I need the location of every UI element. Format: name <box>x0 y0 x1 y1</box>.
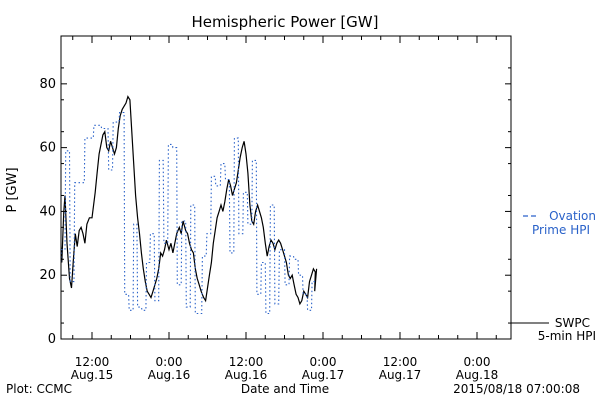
y-tick-label: 40 <box>39 204 56 219</box>
x-tick-date-label: Aug.16 <box>225 368 268 382</box>
legend-swpc-label-1: SWPC <box>555 316 590 330</box>
chart-title: Hemispheric Power [GW] <box>192 13 379 31</box>
axes-layer: 02040608012:00Aug.150:00Aug.1612:00Aug.1… <box>39 36 511 382</box>
footer-timestamp: 2015/08/18 07:00:08 <box>453 382 580 396</box>
y-tick-label: 20 <box>39 268 56 283</box>
x-tick-time-label: 0:00 <box>310 355 337 369</box>
footer-plot-credit: Plot: CCMC <box>6 382 72 396</box>
x-tick-time-label: 12:00 <box>229 355 264 369</box>
x-tick-date-label: Aug.17 <box>379 368 422 382</box>
x-tick-date-label: Aug.18 <box>456 368 499 382</box>
plot-frame <box>60 35 512 340</box>
legend-ovation-label-1: Ovation <box>549 209 596 223</box>
x-tick-time-label: 0:00 <box>464 355 491 369</box>
x-tick-date-label: Aug.15 <box>71 368 114 382</box>
y-tick-label: 60 <box>39 141 56 156</box>
x-tick-time-label: 12:00 <box>75 355 110 369</box>
x-axis-label: Date and Time <box>241 382 329 396</box>
series-line-swpc <box>61 95 318 306</box>
x-tick-time-label: 0:00 <box>156 355 183 369</box>
y-tick-label: 0 <box>48 332 56 347</box>
x-tick-time-label: 12:00 <box>383 355 418 369</box>
legend-swpc-label-2: 5-min HPI <box>538 329 596 343</box>
legend: Ovation Prime HPI SWPC 5-min HPI <box>511 209 596 343</box>
x-tick-date-label: Aug.17 <box>302 368 345 382</box>
series-line-ovation <box>61 111 317 315</box>
y-axis-label: P [GW] <box>5 167 20 212</box>
x-tick-date-label: Aug.16 <box>148 368 191 382</box>
y-tick-label: 80 <box>39 77 56 92</box>
legend-ovation-label-2: Prime HPI <box>532 223 590 237</box>
series-layer <box>61 95 318 315</box>
